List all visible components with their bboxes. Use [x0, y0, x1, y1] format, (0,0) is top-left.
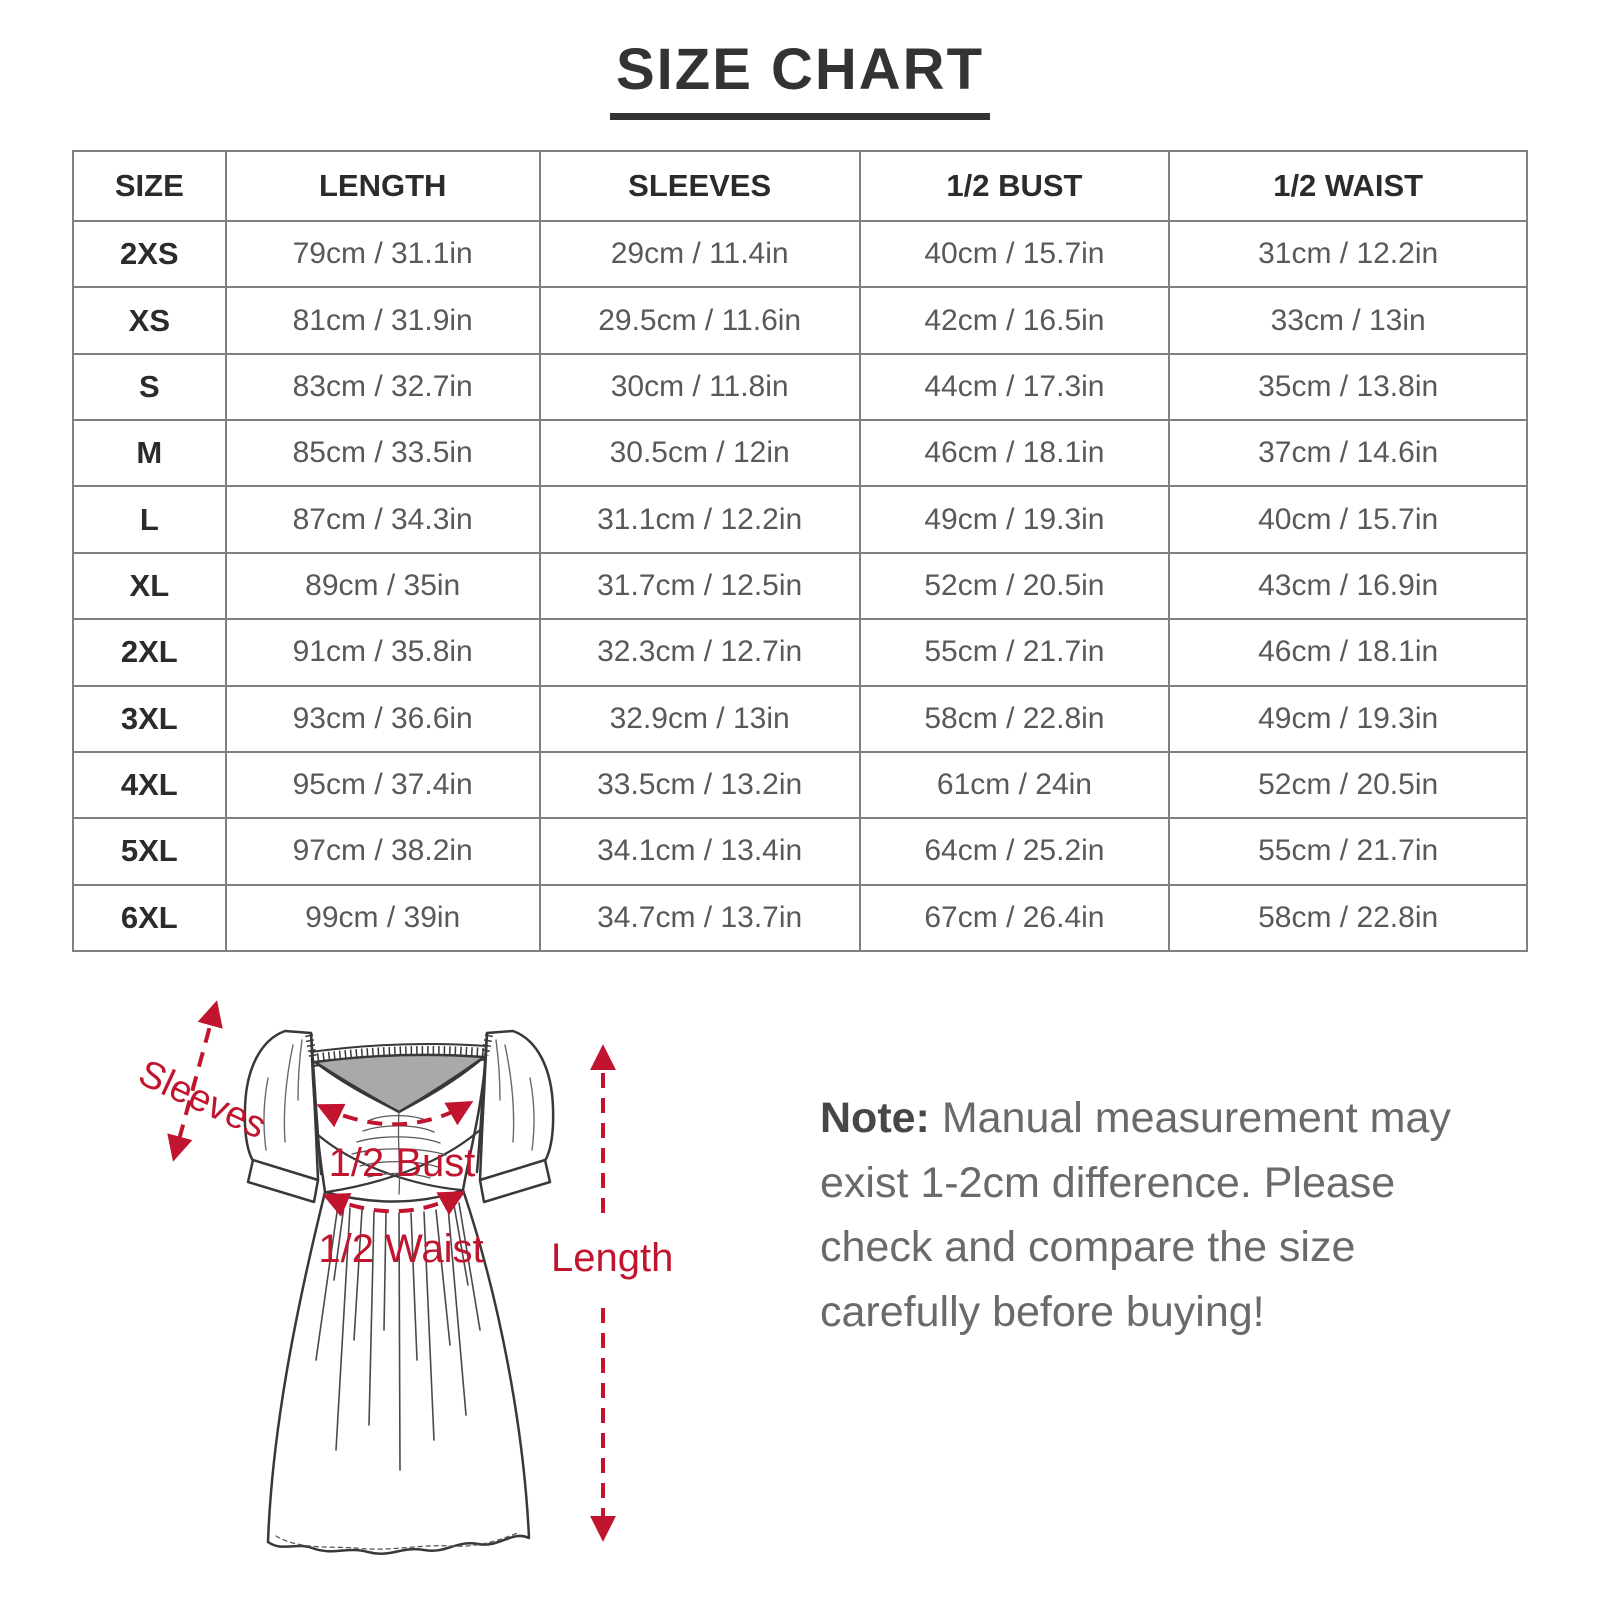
half-waist-cell: 55cm / 21.7in — [1168, 817, 1528, 886]
half-waist-cell: 40cm / 15.7in — [1168, 485, 1528, 554]
length-cell: 99cm / 39in — [224, 883, 541, 953]
half-bust-cell: 40cm / 15.7in — [858, 219, 1171, 289]
table-row: XS 81cm / 31.9in 29.5cm / 11.6in 42cm / … — [72, 286, 1528, 355]
length-cell: 97cm / 38.2in — [224, 817, 541, 886]
dress-sketch — [243, 1029, 555, 1555]
half-bust-cell: 49cm / 19.3in — [858, 485, 1171, 554]
size-table-body: 2XS 79cm / 31.1in 29cm / 11.4in 40cm / 1… — [72, 219, 1528, 953]
size-cell: 4XL — [72, 750, 227, 820]
half-bust-cell: 64cm / 25.2in — [858, 817, 1171, 886]
size-cell: XS — [72, 286, 227, 355]
sleeves-cell: 31.1cm / 12.2in — [538, 485, 861, 554]
page-title: SIZE CHART — [610, 39, 990, 120]
table-row: 4XL 95cm / 37.4in 33.5cm / 13.2in 61cm /… — [72, 750, 1528, 820]
half-bust-label: 1/2 Bust — [329, 1141, 476, 1185]
length-cell: 91cm / 35.8in — [224, 618, 541, 687]
table-row: 6XL 99cm / 39in 34.7cm / 13.7in 67cm / 2… — [72, 883, 1528, 953]
half-waist-cell: 43cm / 16.9in — [1168, 551, 1528, 621]
note-text: Manual measurement may exist 1-2cm diffe… — [820, 1094, 1451, 1336]
sleeves-cell: 32.3cm / 12.7in — [538, 618, 861, 687]
size-cell: 3XL — [72, 684, 227, 753]
size-cell: 5XL — [72, 817, 227, 886]
size-table: SIZE LENGTH SLEEVES 1/2 BUST 1/2 WAIST 2… — [72, 150, 1528, 953]
sleeves-arrow — [167, 1000, 223, 1162]
half-waist-cell: 33cm / 13in — [1168, 286, 1528, 355]
dress-measurement-diagram: Sleeves 1/2 Bust 1/2 Waist Length — [132, 1000, 673, 1555]
header-half-waist: 1/2 WAIST — [1168, 150, 1528, 222]
sleeves-cell: 29cm / 11.4in — [538, 219, 861, 289]
length-cell: 87cm / 34.3in — [224, 485, 541, 554]
size-cell: 6XL — [72, 883, 227, 953]
bust-arrow — [316, 1101, 474, 1128]
table-row: 5XL 97cm / 38.2in 34.1cm / 13.4in 64cm /… — [72, 817, 1528, 886]
header-half-bust: 1/2 BUST — [858, 150, 1171, 222]
table-row: L 87cm / 34.3in 31.1cm / 12.2in 49cm / 1… — [72, 485, 1528, 554]
sleeves-cell: 34.7cm / 13.7in — [538, 883, 861, 953]
sleeves-cell: 33.5cm / 13.2in — [538, 750, 861, 820]
note-label: Note: — [820, 1094, 930, 1142]
size-cell: L — [72, 485, 227, 554]
length-label: Length — [551, 1236, 673, 1280]
half-waist-cell: 46cm / 18.1in — [1168, 618, 1528, 687]
waist-arrow — [322, 1191, 466, 1217]
size-table-header: SIZE LENGTH SLEEVES 1/2 BUST 1/2 WAIST — [72, 150, 1528, 222]
half-bust-cell: 67cm / 26.4in — [858, 883, 1171, 953]
size-cell: 2XS — [72, 219, 227, 289]
table-row: M 85cm / 33.5in 30.5cm / 12in 46cm / 18.… — [72, 419, 1528, 488]
half-bust-cell: 52cm / 20.5in — [858, 551, 1171, 621]
half-bust-cell: 44cm / 17.3in — [858, 352, 1171, 422]
half-waist-label: 1/2 Waist — [318, 1227, 483, 1271]
measurement-note: Note: Manual measurement may exist 1-2cm… — [820, 1086, 1470, 1344]
size-cell: 2XL — [72, 618, 227, 687]
sleeves-cell: 29.5cm / 11.6in — [538, 286, 861, 355]
header-size: SIZE — [72, 150, 227, 222]
sleeves-cell: 34.1cm / 13.4in — [538, 817, 861, 886]
length-cell: 95cm / 37.4in — [224, 750, 541, 820]
half-bust-cell: 58cm / 22.8in — [858, 684, 1171, 753]
size-cell: XL — [72, 551, 227, 621]
half-waist-cell: 49cm / 19.3in — [1168, 684, 1528, 753]
sleeves-cell: 32.9cm / 13in — [538, 684, 861, 753]
sleeves-cell: 30cm / 11.8in — [538, 352, 861, 422]
half-waist-cell: 31cm / 12.2in — [1168, 219, 1528, 289]
half-waist-cell: 37cm / 14.6in — [1168, 419, 1528, 488]
table-row: XL 89cm / 35in 31.7cm / 12.5in 52cm / 20… — [72, 551, 1528, 621]
header-sleeves: SLEEVES — [538, 150, 861, 222]
table-row: S 83cm / 32.7in 30cm / 11.8in 44cm / 17.… — [72, 352, 1528, 422]
length-cell: 81cm / 31.9in — [224, 286, 541, 355]
table-row: 3XL 93cm / 36.6in 32.9cm / 13in 58cm / 2… — [72, 684, 1528, 753]
half-bust-cell: 46cm / 18.1in — [858, 419, 1171, 488]
length-cell: 83cm / 32.7in — [224, 352, 541, 422]
length-cell: 85cm / 33.5in — [224, 419, 541, 488]
half-bust-cell: 55cm / 21.7in — [858, 618, 1171, 687]
page-title-wrap: SIZE CHART — [0, 39, 1600, 120]
sleeves-cell: 31.7cm / 12.5in — [538, 551, 861, 621]
sleeves-cell: 30.5cm / 12in — [538, 419, 861, 488]
table-row: 2XS 79cm / 31.1in 29cm / 11.4in 40cm / 1… — [72, 219, 1528, 289]
size-cell: M — [72, 419, 227, 488]
length-cell: 93cm / 36.6in — [224, 684, 541, 753]
length-cell: 79cm / 31.1in — [224, 219, 541, 289]
header-length: LENGTH — [224, 150, 541, 222]
half-bust-cell: 61cm / 24in — [858, 750, 1171, 820]
half-waist-cell: 58cm / 22.8in — [1168, 883, 1528, 953]
half-waist-cell: 35cm / 13.8in — [1168, 352, 1528, 422]
length-cell: 89cm / 35in — [224, 551, 541, 621]
size-cell: S — [72, 352, 227, 422]
header-row: SIZE LENGTH SLEEVES 1/2 BUST 1/2 WAIST — [72, 150, 1528, 222]
half-waist-cell: 52cm / 20.5in — [1168, 750, 1528, 820]
half-bust-cell: 42cm / 16.5in — [858, 286, 1171, 355]
table-row: 2XL 91cm / 35.8in 32.3cm / 12.7in 55cm /… — [72, 618, 1528, 687]
